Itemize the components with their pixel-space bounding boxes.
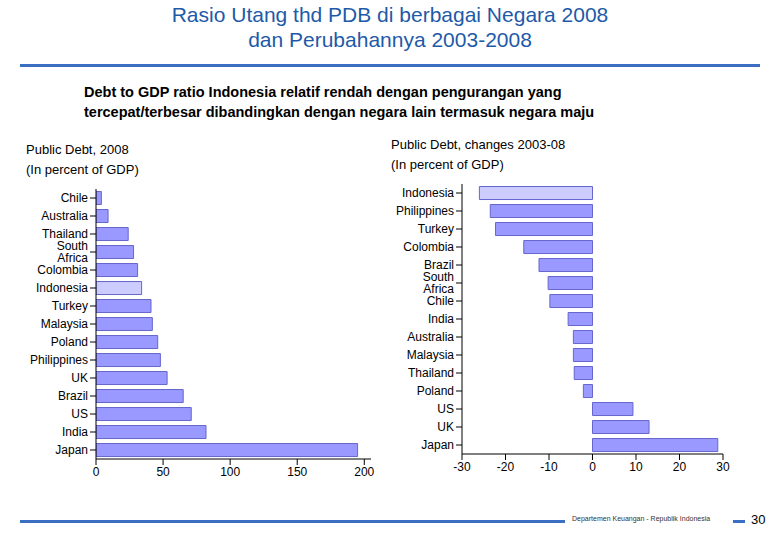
svg-text:200: 200 (354, 465, 374, 479)
svg-text:Japan: Japan (421, 438, 454, 452)
svg-text:India: India (62, 425, 88, 439)
html-text:Public Debt, 2008: Public Debt, 2008 (26, 142, 129, 157)
html-text:Public Debt, changes 2003-08: Public Debt, changes 2003-08 (391, 137, 566, 152)
svg-text:Thailand: Thailand (408, 366, 454, 380)
svg-text:Philippines: Philippines (30, 353, 88, 367)
svg-text:Poland: Poland (51, 335, 88, 349)
svg-text:Philippines: Philippines (396, 204, 454, 218)
svg-text:Indonesia: Indonesia (36, 281, 88, 295)
svg-text:Japan: Japan (55, 443, 88, 457)
svg-text:SouthAfrica: SouthAfrica (57, 239, 89, 265)
svg-text:0: 0 (589, 460, 596, 474)
svg-text:20: 20 (673, 460, 687, 474)
svg-text:Turkey: Turkey (418, 222, 454, 236)
svg-text:UK: UK (71, 371, 88, 385)
svg-text:-10: -10 (540, 460, 558, 474)
svg-text:UK: UK (437, 420, 454, 434)
svg-text:30: 30 (716, 460, 730, 474)
svg-text:Poland: Poland (417, 384, 454, 398)
html-text:(In percent of GDP): (In percent of GDP) (26, 162, 139, 177)
html-text:30: 30 (751, 512, 766, 527)
svg-text:US: US (71, 407, 88, 421)
svg-text:Colombia: Colombia (403, 240, 454, 254)
html-text:(In percent of GDP): (In percent of GDP) (391, 157, 504, 172)
svg-text:Malaysia: Malaysia (41, 317, 89, 331)
svg-text:Brazil: Brazil (58, 389, 88, 403)
html-text:Rasio Utang thd PDB di berbaga: Rasio Utang thd PDB di berbagai Negara 2… (171, 3, 609, 26)
svg-text:Chile: Chile (61, 191, 89, 205)
svg-text:US: US (437, 402, 454, 416)
svg-text:50: 50 (156, 465, 170, 479)
svg-text:-20: -20 (497, 460, 515, 474)
svg-text:Australia: Australia (41, 209, 88, 223)
html-text:Debt to GDP ratio Indonesia re: Debt to GDP ratio Indonesia relatif rend… (84, 84, 562, 100)
svg-text:150: 150 (287, 465, 307, 479)
svg-text:Malaysia: Malaysia (407, 348, 455, 362)
svg-text:India: India (428, 312, 454, 326)
svg-text:Chile: Chile (427, 294, 455, 308)
svg-text:100: 100 (220, 465, 240, 479)
html-text:Departemen Keuangan - Republik: Departemen Keuangan - Republik Indonesia (572, 515, 711, 522)
svg-text:Brazil: Brazil (424, 258, 454, 273)
svg-text:-30: -30 (453, 460, 471, 474)
svg-text:Australia: Australia (407, 330, 454, 344)
svg-text:Turkey: Turkey (52, 299, 88, 313)
svg-text:Thailand: Thailand (42, 227, 88, 242)
svg-text:10: 10 (629, 460, 643, 474)
html-text:dan Perubahannya 2003-2008: dan Perubahannya 2003-2008 (248, 28, 532, 51)
html-text:tercepat/terbesar dibandingkan: tercepat/terbesar dibandingkan dengan ne… (84, 104, 595, 120)
svg-text:SouthAfrica: SouthAfrica (423, 270, 455, 296)
svg-text:0: 0 (93, 465, 100, 479)
svg-text:Indonesia: Indonesia (402, 186, 454, 200)
svg-text:Colombia: Colombia (37, 263, 88, 277)
